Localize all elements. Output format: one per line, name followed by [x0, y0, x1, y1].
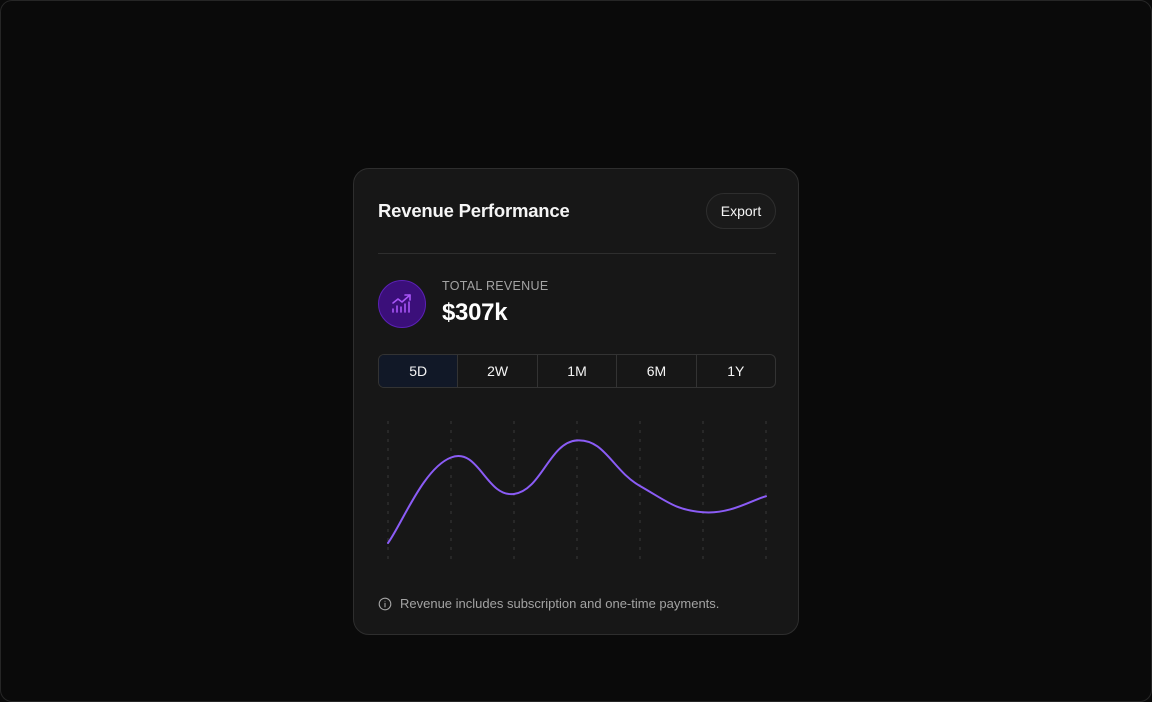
divider	[378, 253, 776, 254]
revenue-card: Revenue Performance Export TOTAL REVENUE…	[353, 168, 799, 635]
data-point-3	[574, 437, 580, 443]
card-title: Revenue Performance	[378, 200, 570, 221]
revenue-line-chart	[385, 421, 769, 559]
range-tab-1y[interactable]: 1Y	[695, 355, 775, 387]
range-tabs: 5D 2W 1M 6M 1Y	[378, 354, 776, 388]
footer-note: Revenue includes subscription and one-ti…	[378, 596, 719, 611]
export-button[interactable]: Export	[706, 193, 776, 229]
metric-label: TOTAL REVENUE	[442, 279, 549, 293]
range-tab-2w[interactable]: 2W	[457, 355, 536, 387]
chart-bars-trend-icon	[378, 280, 426, 328]
data-point-6	[763, 493, 769, 499]
data-point-5	[700, 509, 706, 515]
data-point-1	[448, 455, 454, 461]
metric-value: $307k	[442, 299, 508, 326]
footer-note-text: Revenue includes subscription and one-ti…	[400, 596, 720, 611]
info-icon	[378, 597, 392, 611]
data-point-0	[385, 540, 391, 546]
data-point-2	[511, 491, 517, 497]
range-tab-5d[interactable]: 5D	[379, 355, 458, 387]
range-tab-6m[interactable]: 6M	[616, 355, 695, 387]
range-tab-1m[interactable]: 1M	[536, 355, 616, 387]
revenue-series-line	[387, 439, 767, 544]
data-point-4	[637, 483, 643, 489]
